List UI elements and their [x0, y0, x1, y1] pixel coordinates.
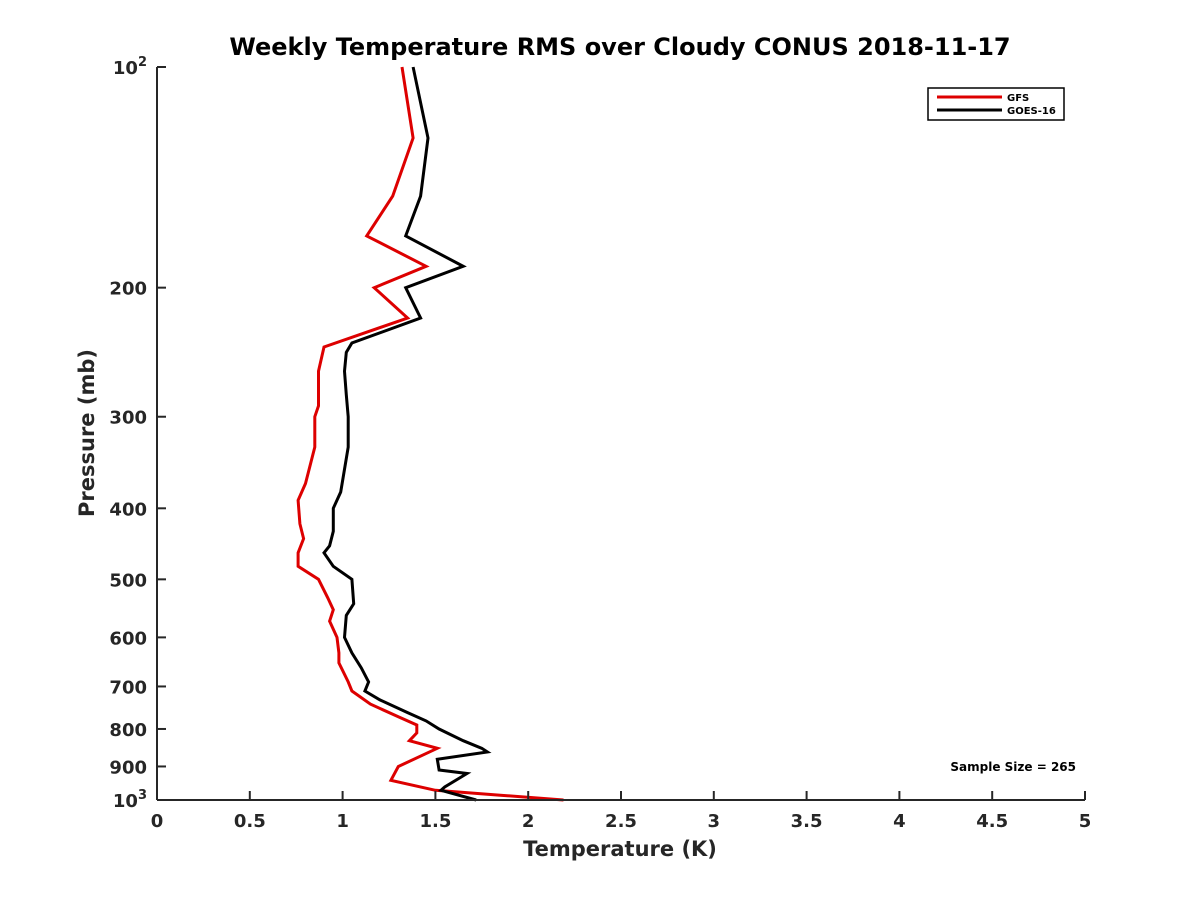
x-tick-label: 1.5: [419, 811, 451, 832]
y-tick-label: 500: [109, 570, 147, 591]
y-tick-label: 900: [109, 757, 147, 778]
x-tick-label: 4.5: [976, 811, 1008, 832]
y-tick-label: 300: [109, 408, 147, 429]
legend-label-goes16: GOES-16: [1007, 106, 1056, 117]
y-tick-label: 700: [109, 677, 147, 698]
y-tick-label: 600: [109, 628, 147, 649]
x-tick-label: 2: [522, 811, 535, 832]
x-tick-label: 4: [893, 811, 906, 832]
chart-title: Weekly Temperature RMS over Cloudy CONUS…: [229, 33, 1010, 61]
y-tick-label: 200: [109, 279, 147, 300]
x-axis-ticks: 0 0.5 1 1.5 2 2.5 3 3.5 4 4.5 5: [151, 791, 1092, 832]
x-axis-label: Temperature (K): [523, 837, 717, 861]
x-tick-label: 1: [336, 811, 349, 832]
y-tick-label: 400: [109, 499, 147, 520]
series-line-gfs: [296, 66, 564, 802]
y-tick-label: 800: [109, 720, 147, 741]
plot-lines: [296, 66, 564, 802]
x-tick-label: 3: [708, 811, 721, 832]
legend: GFS GOES-16: [927, 87, 1065, 121]
y-tick-label: 102: [113, 55, 147, 79]
x-tick-label: 0: [151, 811, 164, 832]
x-tick-label: 3.5: [791, 811, 823, 832]
legend-box: [927, 87, 1065, 121]
y-axis-ticks: 102 200 300 400 500 600 700 800 900 103: [109, 55, 166, 812]
series-line-goes-16: [322, 66, 492, 802]
x-tick-label: 5: [1079, 811, 1092, 832]
sample-size-annotation: Sample Size = 265: [950, 760, 1076, 774]
legend-label-gfs: GFS: [1007, 93, 1029, 104]
x-tick-label: 2.5: [605, 811, 637, 832]
y-axis-label: Pressure (mb): [75, 349, 99, 517]
y-tick-label: 103: [113, 788, 147, 812]
x-tick-label: 0.5: [234, 811, 266, 832]
